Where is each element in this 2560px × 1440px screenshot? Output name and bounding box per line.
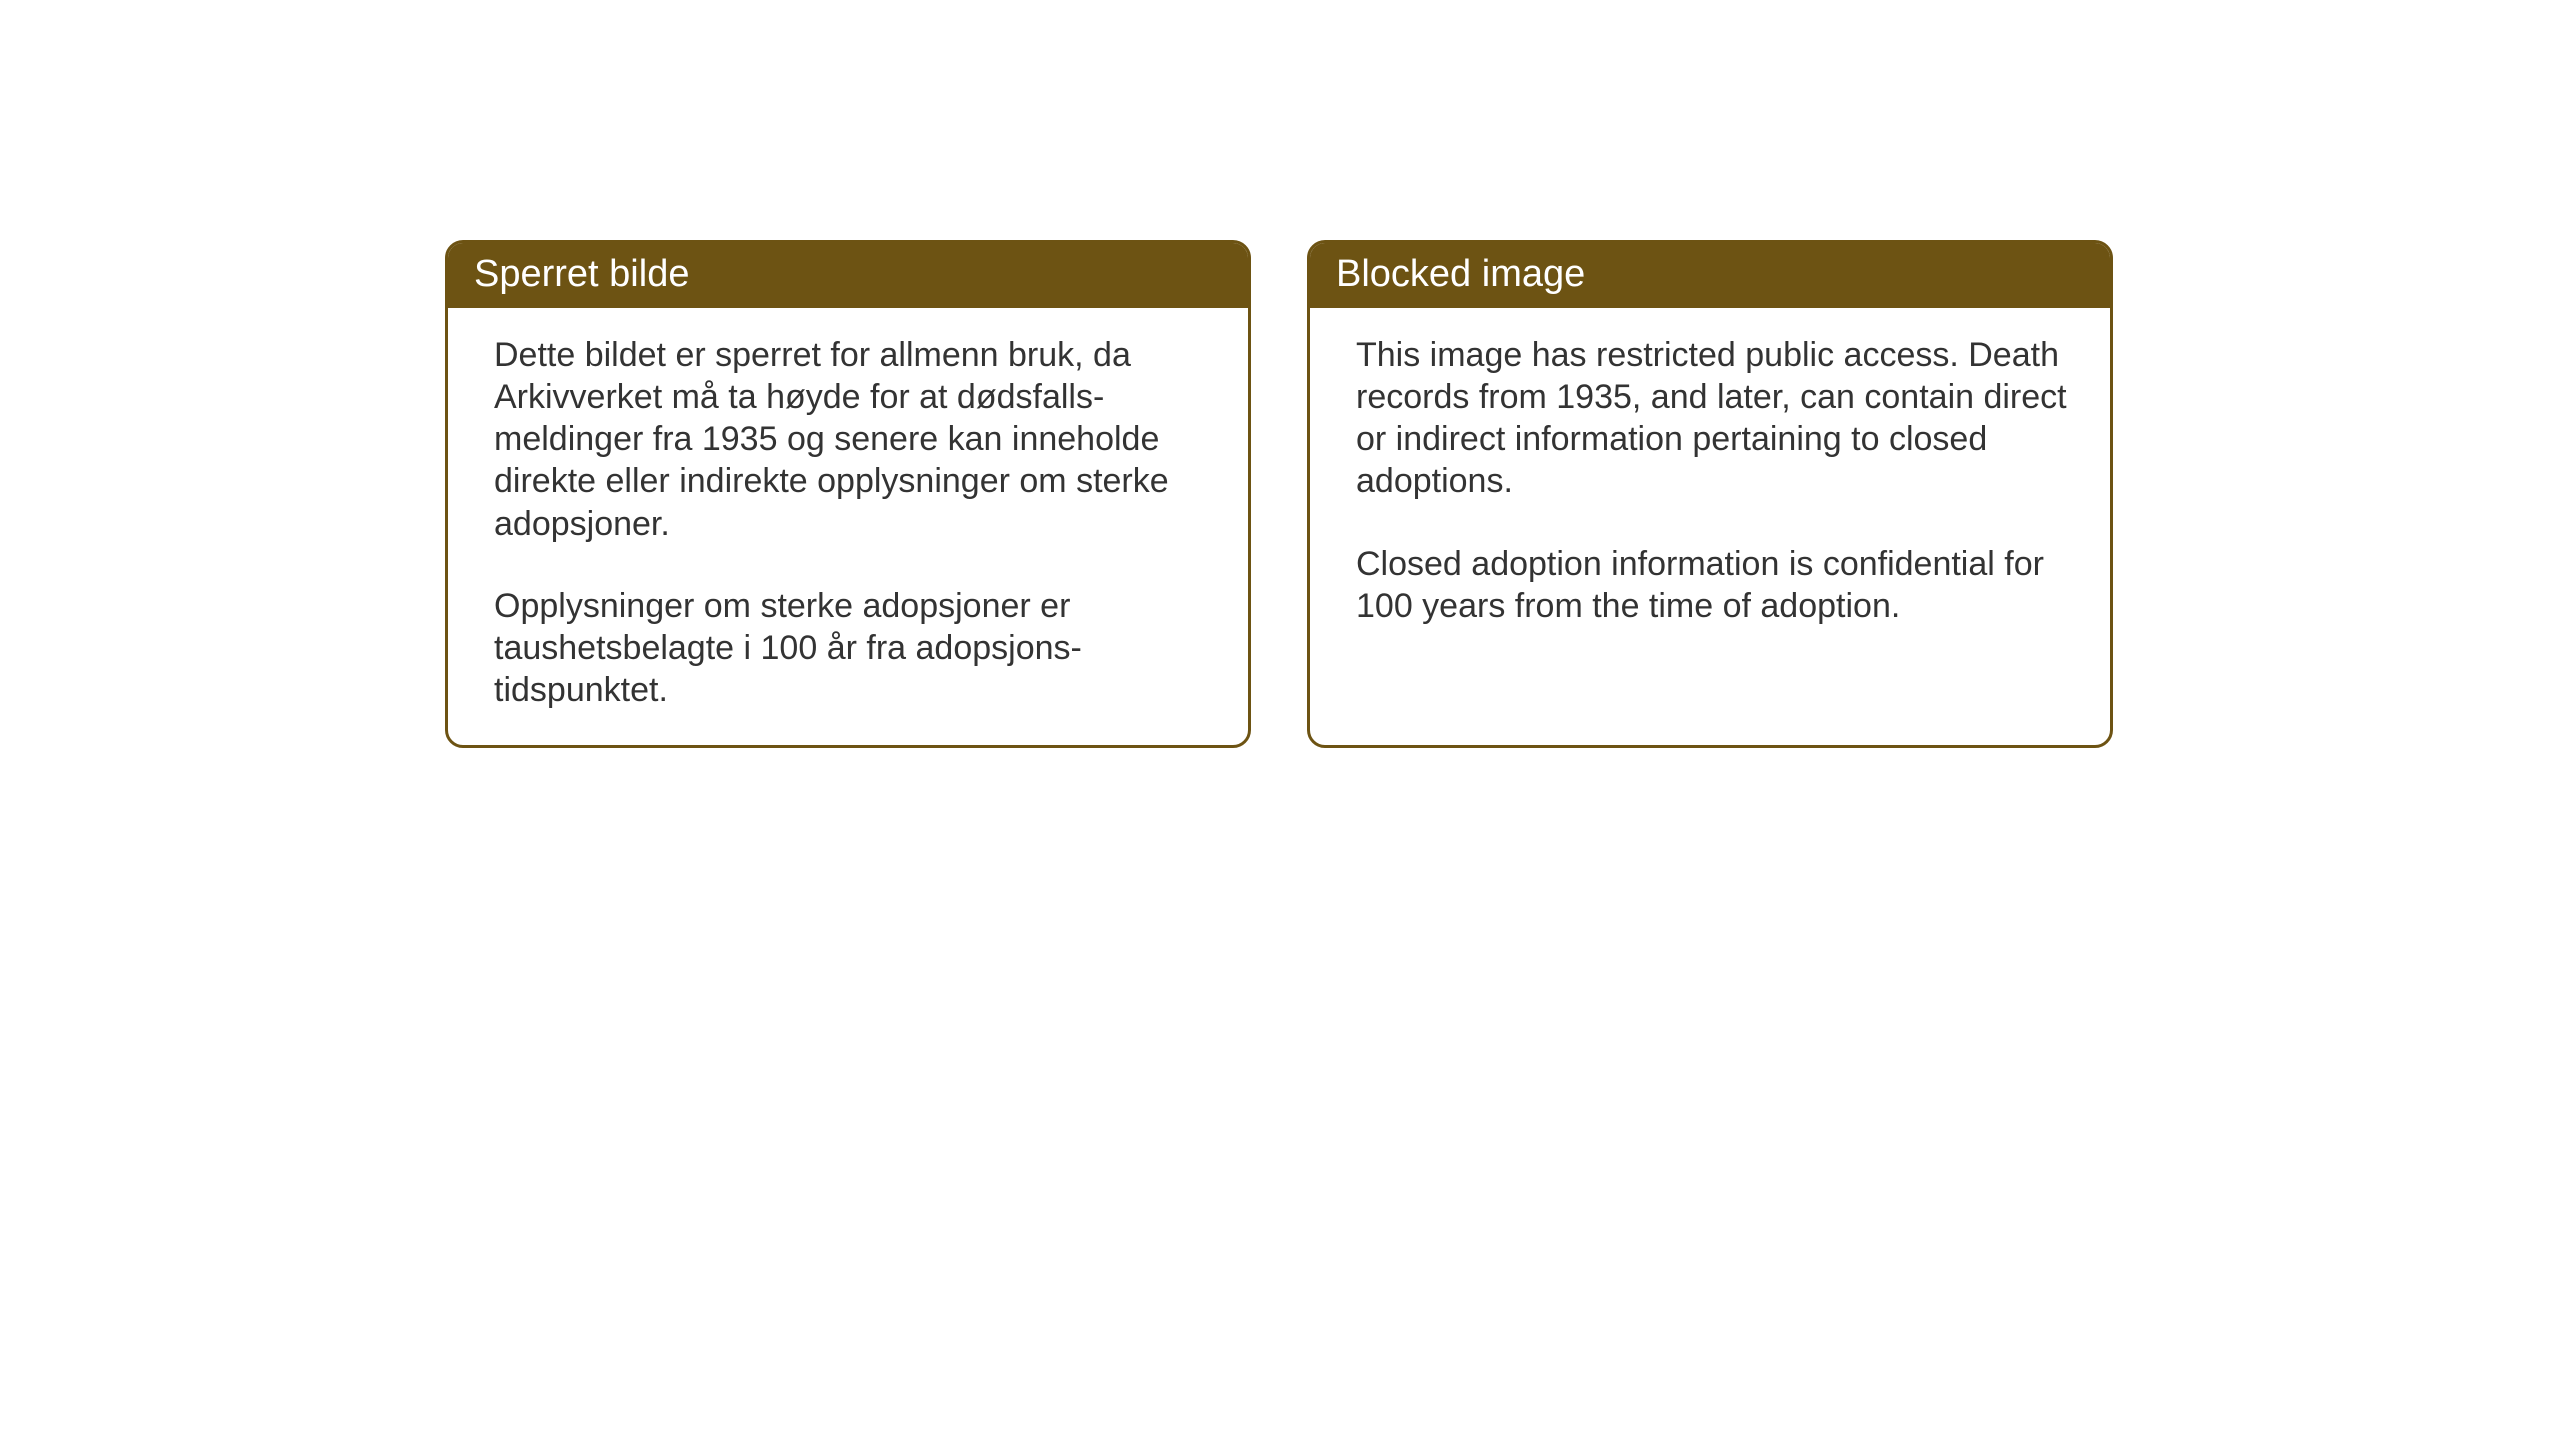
card-paragraph: This image has restricted public access.… <box>1356 334 2070 503</box>
card-title: Blocked image <box>1336 253 1585 295</box>
card-paragraph: Dette bildet er sperret for allmenn bruk… <box>494 334 1208 545</box>
card-english: Blocked image This image has restricted … <box>1307 240 2113 748</box>
cards-container: Sperret bilde Dette bildet er sperret fo… <box>445 240 2113 748</box>
card-paragraph: Closed adoption information is confident… <box>1356 543 2070 627</box>
card-header-english: Blocked image <box>1310 243 2110 308</box>
card-title: Sperret bilde <box>474 253 689 295</box>
card-header-norwegian: Sperret bilde <box>448 243 1248 308</box>
card-paragraph: Opplysninger om sterke adopsjoner er tau… <box>494 585 1208 711</box>
card-body-english: This image has restricted public access.… <box>1310 308 2110 745</box>
card-norwegian: Sperret bilde Dette bildet er sperret fo… <box>445 240 1251 748</box>
card-body-norwegian: Dette bildet er sperret for allmenn bruk… <box>448 308 1248 745</box>
